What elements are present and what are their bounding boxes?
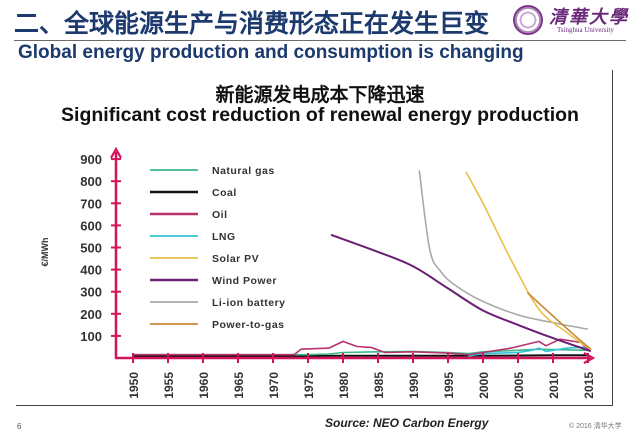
slide-subtitle: Global energy production and consumption…	[18, 42, 524, 63]
source-note: Source: NEO Carbon Energy	[325, 416, 489, 430]
legend-label: LNG	[212, 231, 236, 243]
series-line-oil	[132, 338, 589, 356]
y-axis-arrow-icon	[110, 146, 122, 159]
y-tick-label: 600	[80, 218, 102, 233]
logo-name-cn: 清華大學	[549, 7, 629, 28]
legend-label: Li-ion battery	[212, 297, 286, 309]
chart-title: 新能源发电成本下降迅速	[215, 84, 425, 106]
x-tick-label: 1975	[302, 372, 316, 399]
slide-title: 二、全球能源生产与消费形态正在发生巨变	[14, 9, 490, 38]
legend-item: Li-ion battery	[150, 297, 286, 309]
legend-item: Solar PV	[150, 253, 259, 265]
y-tick-label: 200	[80, 307, 102, 322]
x-tick-label: 2000	[477, 372, 491, 399]
y-tick-label: 800	[80, 174, 102, 189]
legend-label: Wind Power	[212, 275, 277, 287]
x-tick-label: 1980	[337, 372, 351, 399]
x-tick-label: 2005	[512, 372, 526, 399]
legend-item: Power-to-gas	[150, 319, 285, 331]
series-line-lng	[468, 346, 589, 357]
chart-frame	[16, 70, 613, 406]
y-tick-label: 900	[80, 152, 102, 167]
legend-item: Oil	[150, 209, 228, 221]
legend-label: Natural gas	[212, 165, 275, 177]
series-line-wind-power	[330, 234, 592, 352]
axis-layer: 100 200 300 400 500 600 700 800 900 1950 1955 1960 1…	[40, 146, 596, 399]
x-tick-label: 1995	[442, 372, 456, 399]
legend-label: Power-to-gas	[212, 319, 285, 331]
page-number: 6	[17, 422, 22, 431]
legend-item: LNG	[150, 231, 236, 243]
x-tick-label: 2015	[582, 372, 596, 399]
y-axis-label: €/MWh	[40, 238, 50, 267]
series-line-solar-pv	[465, 171, 590, 349]
x-tick-label: 1985	[372, 372, 386, 399]
header-divider	[14, 40, 626, 41]
y-tick-label: 500	[80, 241, 102, 256]
legend-item: Coal	[150, 187, 237, 199]
series-line-power-to-gas	[527, 292, 592, 350]
logo-name-en: Tsinghua University	[557, 26, 614, 34]
legend-item: Natural gas	[150, 165, 275, 177]
tsinghua-logo: 清華大學 Tsinghua University	[513, 3, 633, 39]
y-tick-label: 300	[80, 285, 102, 300]
legend-item: Wind Power	[150, 275, 277, 287]
series-line-li-ion-battery	[418, 170, 589, 330]
x-tick-label: 1965	[232, 372, 246, 399]
legend-label: Solar PV	[212, 253, 259, 265]
x-tick-label: 1960	[197, 372, 211, 399]
y-tick-label: 100	[80, 329, 102, 344]
university-seal-icon	[513, 5, 543, 35]
x-tick-label: 1955	[162, 372, 176, 399]
series-layer	[132, 170, 592, 358]
x-tick-label: 2010	[547, 372, 561, 399]
chart-subtitle: Significant cost reduction of renewal en…	[61, 104, 579, 126]
legend: Natural gas Coal Oil LNG Solar PV Wind Power L…	[150, 165, 286, 331]
legend-label: Oil	[212, 209, 228, 221]
x-tick-label: 1950	[127, 372, 141, 399]
legend-label: Coal	[212, 187, 237, 199]
x-tick-label: 1990	[407, 372, 421, 399]
x-tick-label: 1970	[267, 372, 281, 399]
y-tick-label: 700	[80, 196, 102, 211]
copyright: © 2016 清华大学	[569, 423, 622, 430]
y-tick-label: 400	[80, 263, 102, 278]
